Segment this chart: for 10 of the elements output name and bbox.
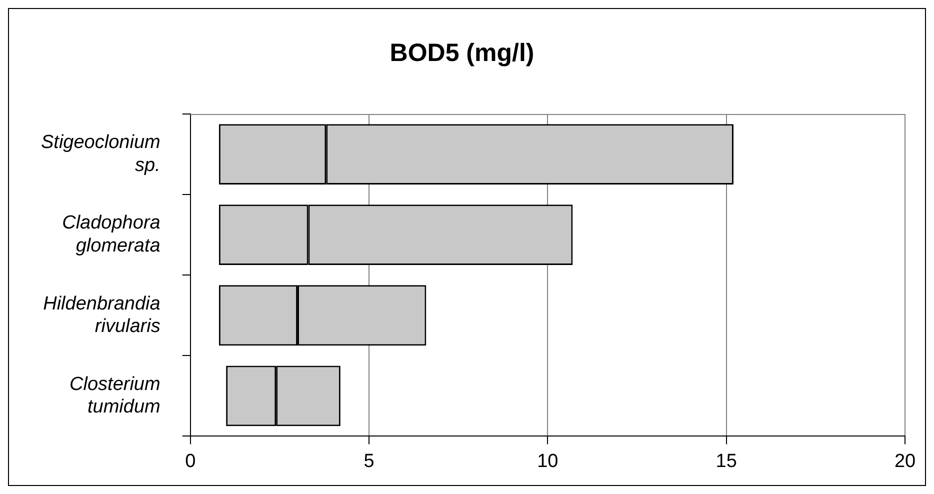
- x-tick-label: 0: [185, 450, 196, 472]
- y-tick-label: Closterium tumidum: [70, 374, 160, 418]
- x-tick-label: 15: [716, 450, 737, 472]
- y-tick-label: Cladophora glomerata: [62, 212, 160, 257]
- x-tick-label: 5: [364, 450, 374, 472]
- y-tick-label: Hildenbrandia rivularis: [43, 293, 161, 338]
- x-tick-label: 20: [894, 450, 916, 472]
- x-tick-label: 10: [537, 450, 558, 472]
- chart-title: BOD5 (mg/l): [390, 38, 534, 67]
- y-tick-label: Stigeoclonium sp.: [41, 132, 160, 176]
